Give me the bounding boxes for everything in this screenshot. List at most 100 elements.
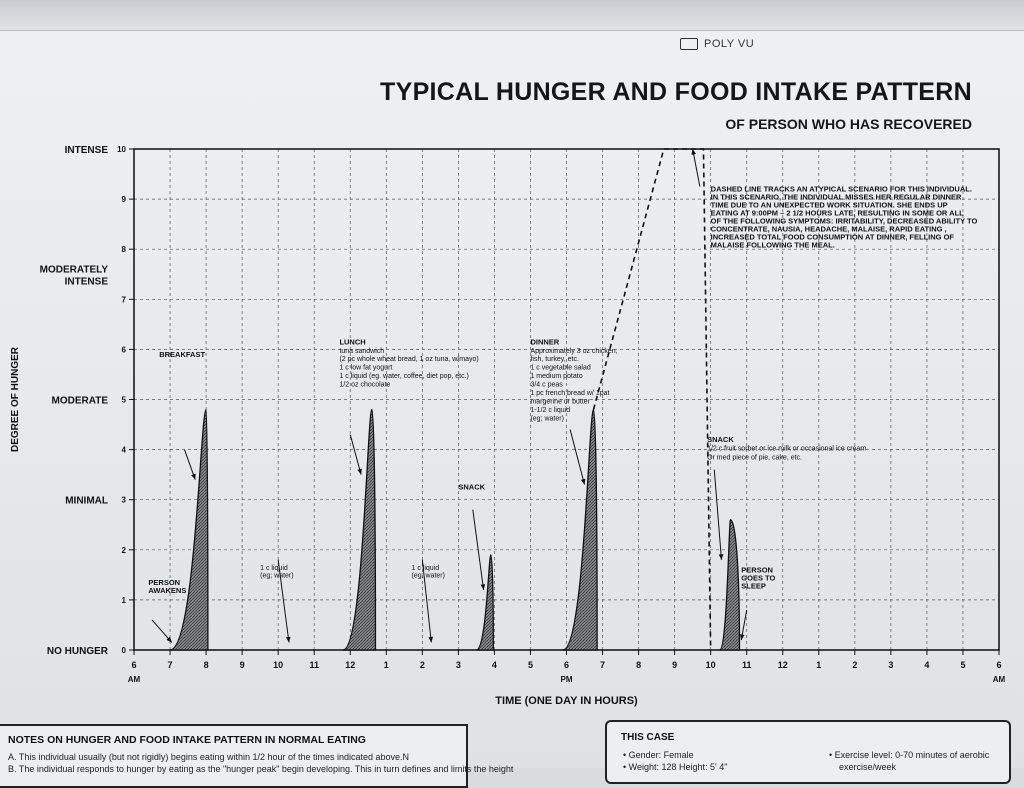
x-tick-label: 12 (778, 660, 788, 670)
pointer-arrow (569, 429, 586, 485)
case-exercise-cont: exercise/week (839, 762, 897, 772)
annotation-text: 1 c liquid (412, 565, 440, 572)
x-tick-label: 1 (384, 660, 389, 670)
x-tick-label: 7 (600, 660, 605, 670)
annotation-text: 1-1/2 c liquid (530, 407, 570, 414)
y-tick-label: 7 (122, 295, 127, 304)
pointer-arrowhead (428, 636, 434, 643)
pointer-arrowhead (191, 473, 196, 480)
x-tick-label: 6 (996, 660, 1001, 670)
plastic-sleeve-edge (0, 0, 1024, 31)
y-tick-label: 3 (122, 496, 127, 505)
pointer-arrowhead (166, 636, 172, 643)
annotation-text: MALAISE FOLLOWING THE MEAL. (711, 241, 835, 250)
brand-label: POLY VU (680, 38, 755, 51)
x-tick-label: 10 (706, 660, 716, 670)
y-axis-title: DEGREE OF HUNGER (10, 346, 21, 452)
x-tick-label: 2 (420, 660, 425, 670)
annotation-text: DASHED LINE TRACKS AN ATYPICAL SCENARIO … (711, 185, 972, 194)
y-category-label: MODERATELY (40, 264, 109, 275)
hunger-peak (342, 408, 377, 651)
x-tick-label: 3 (888, 660, 893, 670)
x-tick-label: 4 (924, 660, 929, 670)
annotation-text: margerine or butter (530, 399, 590, 406)
chart-series (169, 148, 741, 651)
y-tick-label: 1 (122, 596, 127, 605)
hunger-peak (169, 408, 209, 651)
annotation-text: (eg; water) (260, 572, 293, 579)
x-tick-label: 8 (204, 660, 209, 670)
y-tick-label: 8 (122, 245, 127, 254)
annotation-text: 1 medium potato (530, 373, 582, 380)
poster-sheet (0, 28, 1024, 768)
annotation-text: BREAKFAST (159, 350, 205, 359)
x-tick-sublabel: AM (128, 675, 141, 684)
y-category-label: INTENSE (65, 145, 109, 156)
x-tick-sublabel: AM (993, 675, 1006, 684)
projector-icon (680, 38, 698, 51)
annotation-text: tuna sandwich (339, 348, 384, 355)
pointer-arrowhead (718, 554, 724, 560)
notes-line-b: B. The individual responds to hunger by … (8, 764, 514, 774)
notes-title: NOTES ON HUNGER AND FOOD INTAKE PATTERN … (8, 734, 366, 746)
chart-subtitle: OF PERSON WHO HAS RECOVERED (725, 116, 972, 132)
x-tick-label: 8 (636, 660, 641, 670)
brand-text: POLY VU (704, 38, 755, 50)
hunger-peak (475, 554, 494, 651)
case-exercise: • Exercise level: 0-70 minutes of aerobi… (829, 750, 990, 760)
annotation-text: 1/2 c fruit sorbet or ice milk or occasi… (707, 446, 866, 453)
x-tick-label: 5 (528, 660, 533, 670)
chart-arrows (151, 148, 748, 643)
x-tick-label: 11 (742, 660, 752, 670)
annotation-text: 1 pc french bread w/ 1pat (530, 390, 609, 397)
annotation-text: (eg; water) (530, 416, 563, 423)
pointer-arrow (421, 559, 432, 643)
annotation-text: fish, turkey, etc. (530, 356, 579, 363)
x-axis-title: TIME (ONE DAY IN HOURS) (495, 695, 638, 707)
annotation-text: PERSON (148, 578, 180, 587)
x-tick-label: 11 (309, 660, 319, 670)
annotation-text: 3/4 c peas (530, 381, 563, 388)
annotation-text: 1/2 oz chocolate (339, 381, 390, 388)
pointer-arrowhead (357, 468, 362, 475)
y-tick-label: 10 (117, 145, 126, 154)
annotation-text: 1 c liquid (260, 565, 288, 572)
x-tick-label: 2 (852, 660, 857, 670)
pointer-arrowhead (691, 149, 696, 155)
x-tick-label: 10 (273, 660, 283, 670)
x-tick-label: 9 (672, 660, 677, 670)
x-tick-label: 12 (345, 660, 355, 670)
annotation-text: SLEEP (741, 581, 766, 590)
x-tick-label: 6 (131, 660, 136, 670)
annotation-text: LUNCH (339, 337, 365, 346)
pointer-arrowhead (480, 584, 486, 590)
annotation-text: (2 pc whole wheat bread, 1 oz tuna, w/ma… (339, 356, 478, 363)
annotation-text: PERSON (741, 565, 773, 574)
annotation-text: OF THE FOLLOWING SYMPTOMS: IRRITABILITY,… (711, 217, 978, 226)
this-case-panel: THIS CASE • Gender: Female • Weight: 128… (605, 720, 1011, 784)
annotation-text: 1 c low fat yogurt (339, 364, 392, 371)
chart-grid (134, 149, 999, 650)
pointer-arrow (277, 559, 290, 643)
annotation-text: AWAKENS (148, 586, 186, 595)
pointer-arrowhead (580, 478, 586, 485)
pointer-arrowhead (739, 634, 745, 640)
x-tick-label: 6 (564, 660, 569, 670)
x-tick-label: 3 (456, 660, 461, 670)
y-tick-label: 2 (122, 546, 127, 555)
pointer-arrow (692, 148, 701, 187)
x-tick-label: 4 (492, 660, 497, 670)
y-tick-label: 6 (122, 345, 127, 354)
annotation-text: CONCENTRATE, NAUSIA, HEADACHE, MALAISE, … (711, 225, 947, 234)
chart-labels: BREAKFAST LUNCH tuna sandwich(2 pc whole w… (148, 185, 977, 595)
annotation-text: 1 c vegetable salad (530, 364, 590, 371)
y-category-label: MODERATE (52, 396, 109, 407)
notes-line-a: A. This individual usually (but not rigi… (8, 752, 410, 762)
annotation-text: IN THIS SCENARIO, THE INDIVIDUAL MISSES … (711, 193, 962, 202)
pointer-arrow (472, 509, 485, 590)
annotation-text: (eg; water) (412, 572, 445, 579)
y-tick-label: 4 (122, 446, 127, 455)
pointer-arrow (713, 469, 722, 560)
pointer-arrowhead (285, 636, 291, 643)
